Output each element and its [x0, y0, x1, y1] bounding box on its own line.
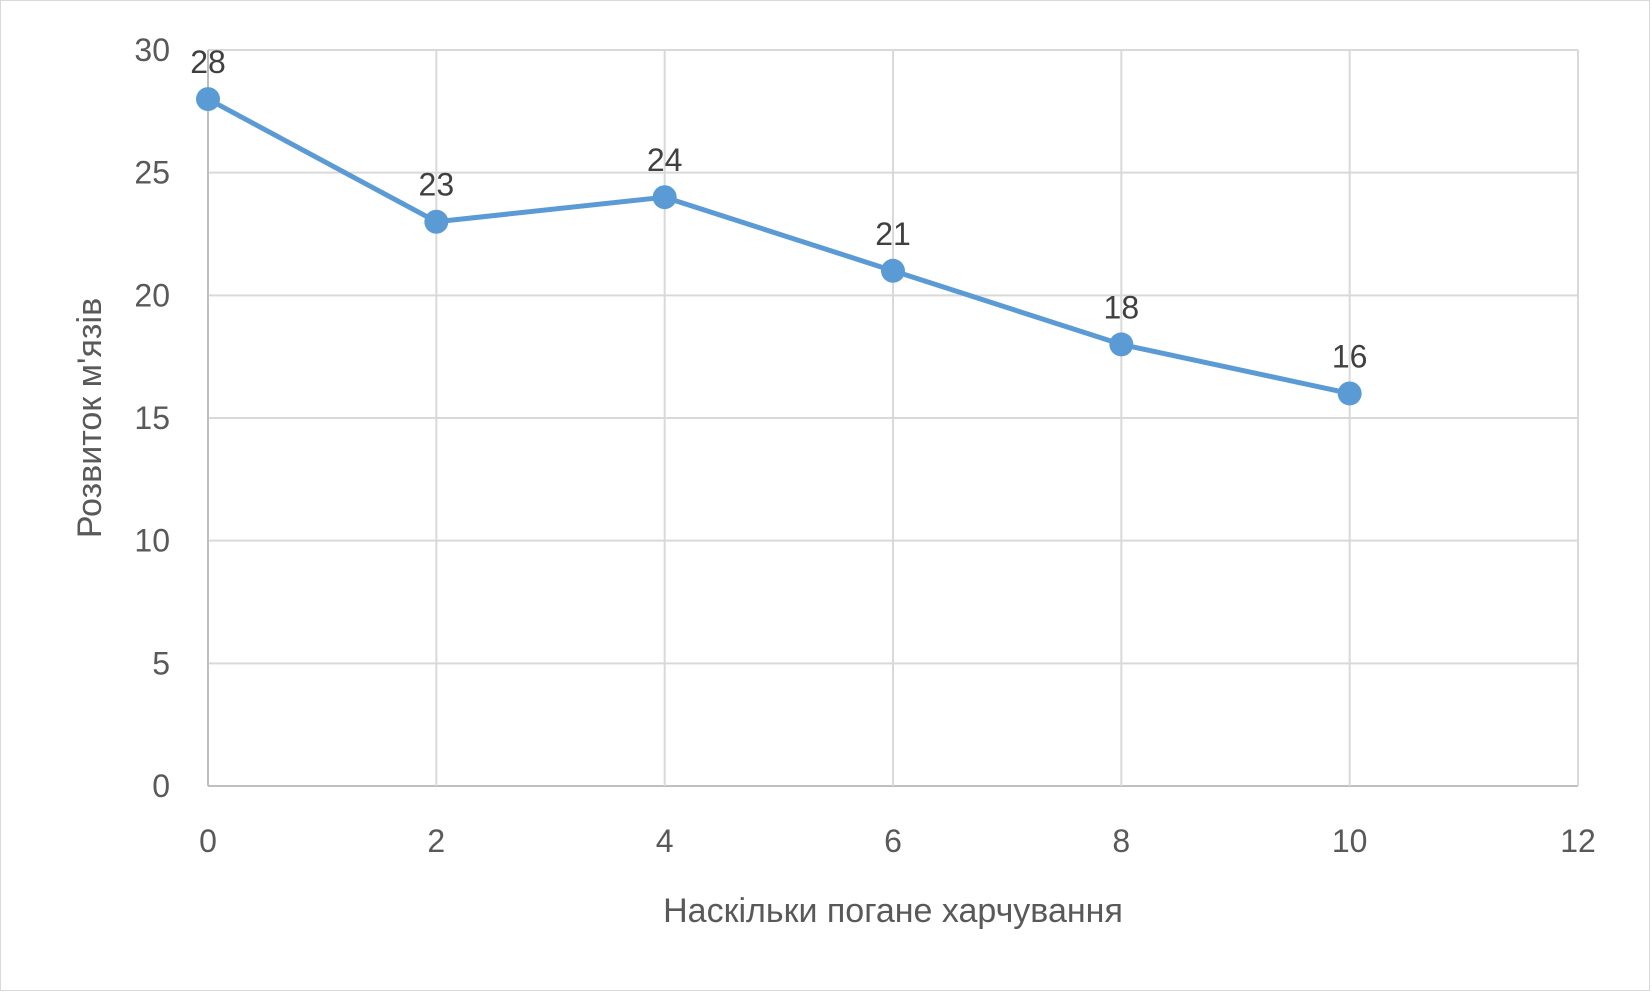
series-line [206, 96, 1351, 396]
y-tick-label: 20 [134, 277, 170, 313]
y-tick-label: 15 [134, 400, 170, 436]
x-tick-label: 12 [1560, 823, 1596, 859]
y-tick-label: 30 [134, 32, 170, 68]
data-label: 16 [1332, 338, 1368, 374]
data-point [881, 258, 905, 283]
data-label: 18 [1104, 289, 1140, 325]
data-label: 28 [190, 44, 226, 80]
data-point [1109, 332, 1134, 357]
y-tick-label: 5 [152, 645, 170, 681]
y-axis-tick-labels: 0 5 10 15 20 25 30 [134, 32, 170, 804]
y-axis-title: Розвиток м'язів [71, 298, 109, 538]
x-tick-label: 0 [199, 823, 217, 859]
data-labels: 28 23 24 21 18 16 [190, 44, 1367, 374]
data-label: 21 [875, 216, 911, 252]
grid-lines [207, 49, 1579, 787]
y-tick-label: 10 [134, 523, 170, 559]
x-axis-title: Наскільки погане харчування [663, 892, 1123, 930]
x-tick-label: 6 [884, 823, 902, 859]
x-axis-tick-labels: 0 2 4 6 8 10 12 [199, 823, 1596, 859]
x-tick-label: 8 [1112, 823, 1130, 859]
data-point [196, 87, 220, 112]
series-layer [196, 87, 1362, 406]
data-point [1337, 381, 1362, 406]
data-label: 24 [647, 142, 683, 178]
y-tick-label: 25 [134, 155, 170, 191]
x-tick-label: 4 [656, 823, 674, 859]
x-tick-label: 2 [427, 823, 445, 859]
y-tick-label: 0 [152, 768, 170, 804]
data-point [652, 185, 677, 210]
data-label: 23 [419, 167, 455, 203]
x-tick-label: 10 [1332, 823, 1368, 859]
data-point [424, 209, 449, 234]
